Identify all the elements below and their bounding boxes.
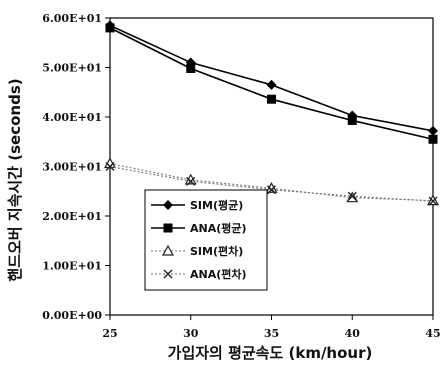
y-tick-label: 2.00E+01 — [42, 210, 102, 223]
data-point — [185, 57, 196, 68]
series-layer — [103, 20, 440, 206]
legend-marker — [163, 223, 173, 233]
x-tick-label: 35 — [264, 327, 279, 340]
data-point — [426, 194, 440, 206]
y-axis-label: 핸드오버 지속시간 (seconds) — [6, 78, 24, 281]
data-point — [266, 79, 277, 90]
y-tick-label: 1.00E+01 — [42, 260, 102, 273]
x-axis-label: 가입자의 평균속도 (km/hour) — [168, 344, 373, 362]
legend-entry: SIM(편차) — [151, 244, 243, 258]
data-point — [428, 134, 438, 144]
data-point — [267, 94, 276, 104]
data-point — [184, 173, 197, 185]
data-point — [267, 185, 276, 195]
data-point — [186, 63, 196, 73]
y-tick-label: 6.00E+01 — [42, 12, 102, 25]
data-point — [428, 196, 438, 206]
x-tick-label: 40 — [345, 327, 361, 340]
legend-entry: ANA(편차) — [151, 267, 247, 281]
data-point — [105, 162, 115, 171]
data-point — [105, 23, 115, 33]
legend-entry: SIM(평균) — [151, 198, 243, 212]
legend-marker — [163, 269, 173, 279]
data-point — [428, 125, 438, 136]
legend-entry: ANA(평균) — [151, 221, 247, 235]
data-point — [347, 115, 357, 125]
x-tick-label: 45 — [425, 327, 440, 340]
y-tick-label: 5.00E+01 — [42, 62, 102, 75]
legend-label: SIM(편차) — [190, 244, 243, 258]
y-tick-label: 3.00E+01 — [42, 161, 102, 174]
series-4 — [105, 162, 438, 206]
data-point — [347, 191, 357, 201]
legend-label: ANA(편차) — [190, 267, 247, 281]
data-point — [186, 176, 196, 186]
x-axis: 25 30 35 40 45 — [102, 315, 441, 340]
series-2 — [105, 23, 438, 144]
y-tick-label: 4.00E+01 — [42, 111, 102, 124]
x-tick-label: 30 — [183, 327, 199, 340]
legend: SIM(평균) ANA(평균) SIM(편차) ANA(편차) — [144, 189, 268, 291]
x-tick-label: 25 — [102, 327, 117, 340]
legend-marker — [163, 200, 173, 210]
legend-marker — [161, 244, 175, 256]
y-axis: 0.00E+00 1.00E+01 2.00E+01 3.00E+01 4.00E+01… — [42, 12, 110, 322]
series-line — [109, 24, 434, 132]
legend-label: SIM(평균) — [190, 198, 243, 212]
legend-label: ANA(평균) — [190, 221, 247, 235]
series-1 — [105, 20, 438, 136]
y-tick-label: 0.00E+00 — [42, 309, 102, 322]
